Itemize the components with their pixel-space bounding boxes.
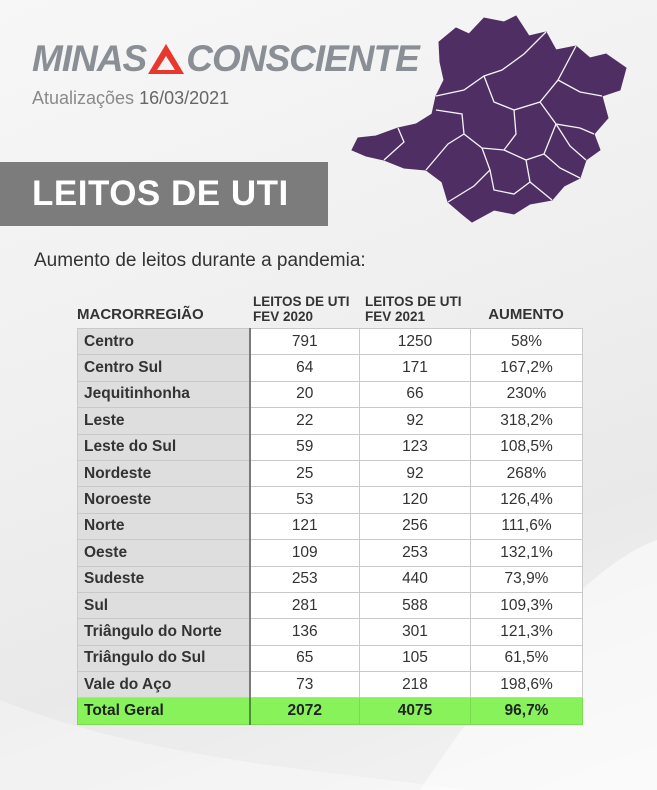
cell-region: Oeste <box>77 539 251 567</box>
cell-increase: 58% <box>470 327 583 356</box>
cell-fev2021: 256 <box>359 512 471 541</box>
header-fev2021-line1: LEITOS DE UTI <box>365 294 462 309</box>
cell-fev2021: 588 <box>359 591 471 620</box>
table-row: Centro Sul 64 171 167,2% <box>77 354 583 382</box>
minas-gerais-map <box>351 15 627 223</box>
cell-increase: 318,2% <box>470 407 583 435</box>
cell-fev2021: 92 <box>359 459 471 488</box>
cell-region: Triângulo do Sul <box>77 644 251 673</box>
cell-region: Leste <box>77 407 251 435</box>
cell-fev2021: 92 <box>359 407 471 435</box>
cell-region: Noroeste <box>77 486 251 514</box>
table-row: Triângulo do Norte 136 301 121,3% <box>77 618 583 646</box>
header-increase: AUMENTO <box>488 306 564 323</box>
header-region: MACRORREGIÃO <box>77 306 204 323</box>
cell-increase: 268% <box>470 459 583 488</box>
cell-region: Leste do Sul <box>77 433 251 461</box>
table-row: Vale do Aço 73 218 198,6% <box>77 671 583 699</box>
cell-fev2020: 121 <box>249 512 360 541</box>
cell-fev2021: 440 <box>359 565 471 593</box>
cell-fev2020: 253 <box>249 565 360 593</box>
table-row: Centro 791 1250 58% <box>77 327 583 356</box>
triangle-logo-icon <box>148 43 185 74</box>
icu-beds-table: MACRORREGIÃO LEITOS DE UTI FEV 2020 LEIT… <box>77 294 583 725</box>
cell-fev2021: 218 <box>359 671 471 699</box>
cell-fev2021: 301 <box>359 618 471 646</box>
cell-increase: 198,6% <box>470 671 583 699</box>
cell-fev2020: 25 <box>249 459 360 488</box>
cell-increase: 132,1% <box>470 539 583 567</box>
cell-increase: 121,3% <box>470 618 583 646</box>
cell-increase: 109,3% <box>470 591 583 620</box>
update-label: Atualizações <box>32 88 135 108</box>
header-fev2020: LEITOS DE UTI FEV 2020 <box>249 294 359 324</box>
brand-word-consciente: CONSCIENTE <box>186 38 420 79</box>
cell-fev2020: 53 <box>249 486 360 514</box>
cell-region: Jequitinhonha <box>77 380 251 409</box>
cell-region: Centro Sul <box>77 354 251 382</box>
cell-fev2020: 109 <box>249 539 360 567</box>
total-fev2020: 2072 <box>249 697 360 725</box>
table-row: Noroeste 53 120 126,4% <box>77 486 583 514</box>
cell-fev2020: 791 <box>249 327 360 356</box>
table-row: Oeste 109 253 132,1% <box>77 539 583 567</box>
cell-fev2021: 253 <box>359 539 471 567</box>
cell-fev2021: 1250 <box>359 327 471 356</box>
map-state-shape <box>351 15 627 223</box>
cell-increase: 230% <box>470 380 583 409</box>
data-table: Centro 791 1250 58% Centro Sul 64 171 167,2% Jeq… <box>77 327 583 725</box>
cell-fev2021: 66 <box>359 380 471 409</box>
cell-increase: 111,6% <box>470 512 583 541</box>
table-body: Centro 791 1250 58% Centro Sul 64 171 167,2% Jeq… <box>77 327 583 725</box>
cell-region: Norte <box>77 512 251 541</box>
cell-increase: 108,5% <box>470 433 583 461</box>
table-row: Leste 22 92 318,2% <box>77 407 583 435</box>
table-row: Norte 121 256 111,6% <box>77 512 583 541</box>
table-row: Sul 281 588 109,3% <box>77 591 583 620</box>
update-date-value: 16/03/2021 <box>139 88 230 108</box>
table-row: Triângulo do Sul 65 105 61,5% <box>77 644 583 673</box>
cell-fev2020: 59 <box>249 433 360 461</box>
page-title: LEITOS DE UTI <box>32 174 289 213</box>
cell-fev2021: 123 <box>359 433 471 461</box>
total-increase: 96,7% <box>470 697 583 725</box>
cell-increase: 61,5% <box>470 644 583 673</box>
total-row: Total Geral 2072 4075 96,7% <box>77 697 583 725</box>
header-fev2020-line1: LEITOS DE UTI <box>253 294 350 309</box>
cell-region: Nordeste <box>77 459 251 488</box>
header-fev2020-line2: FEV 2020 <box>253 309 314 324</box>
cell-region: Sudeste <box>77 565 251 593</box>
cell-region: Sul <box>77 591 251 620</box>
update-date: Atualizações 16/03/2021 <box>32 88 229 109</box>
subtitle: Aumento de leitos durante a pandemia: <box>34 250 366 271</box>
cell-fev2020: 64 <box>249 354 360 382</box>
cell-fev2020: 65 <box>249 644 360 673</box>
brand-word-minas: MINAS <box>32 38 147 79</box>
cell-fev2021: 105 <box>359 644 471 673</box>
cell-region: Centro <box>77 327 251 356</box>
table-row: Leste do Sul 59 123 108,5% <box>77 433 583 461</box>
cell-fev2020: 22 <box>249 407 360 435</box>
total-label: Total Geral <box>77 697 251 725</box>
cell-increase: 73,9% <box>470 565 583 593</box>
table-header: MACRORREGIÃO LEITOS DE UTI FEV 2020 LEIT… <box>77 294 582 328</box>
cell-fev2020: 20 <box>249 380 360 409</box>
cell-region: Vale do Aço <box>77 671 251 699</box>
cell-fev2021: 120 <box>359 486 471 514</box>
table-row: Nordeste 25 92 268% <box>77 459 583 488</box>
cell-increase: 126,4% <box>470 486 583 514</box>
total-fev2021: 4075 <box>359 697 471 725</box>
header-fev2021: LEITOS DE UTI FEV 2021 <box>359 294 470 324</box>
cell-fev2020: 73 <box>249 671 360 699</box>
cell-fev2020: 136 <box>249 618 360 646</box>
cell-fev2020: 281 <box>249 591 360 620</box>
table-row: Sudeste 253 440 73,9% <box>77 565 583 593</box>
brand-logo: MINAS CONSCIENTE <box>32 38 420 79</box>
title-banner: LEITOS DE UTI <box>0 162 328 226</box>
table-row: Jequitinhonha 20 66 230% <box>77 380 583 409</box>
cell-increase: 167,2% <box>470 354 583 382</box>
cell-fev2021: 171 <box>359 354 471 382</box>
cell-region: Triângulo do Norte <box>77 618 251 646</box>
header-fev2021-line2: FEV 2021 <box>365 309 426 324</box>
